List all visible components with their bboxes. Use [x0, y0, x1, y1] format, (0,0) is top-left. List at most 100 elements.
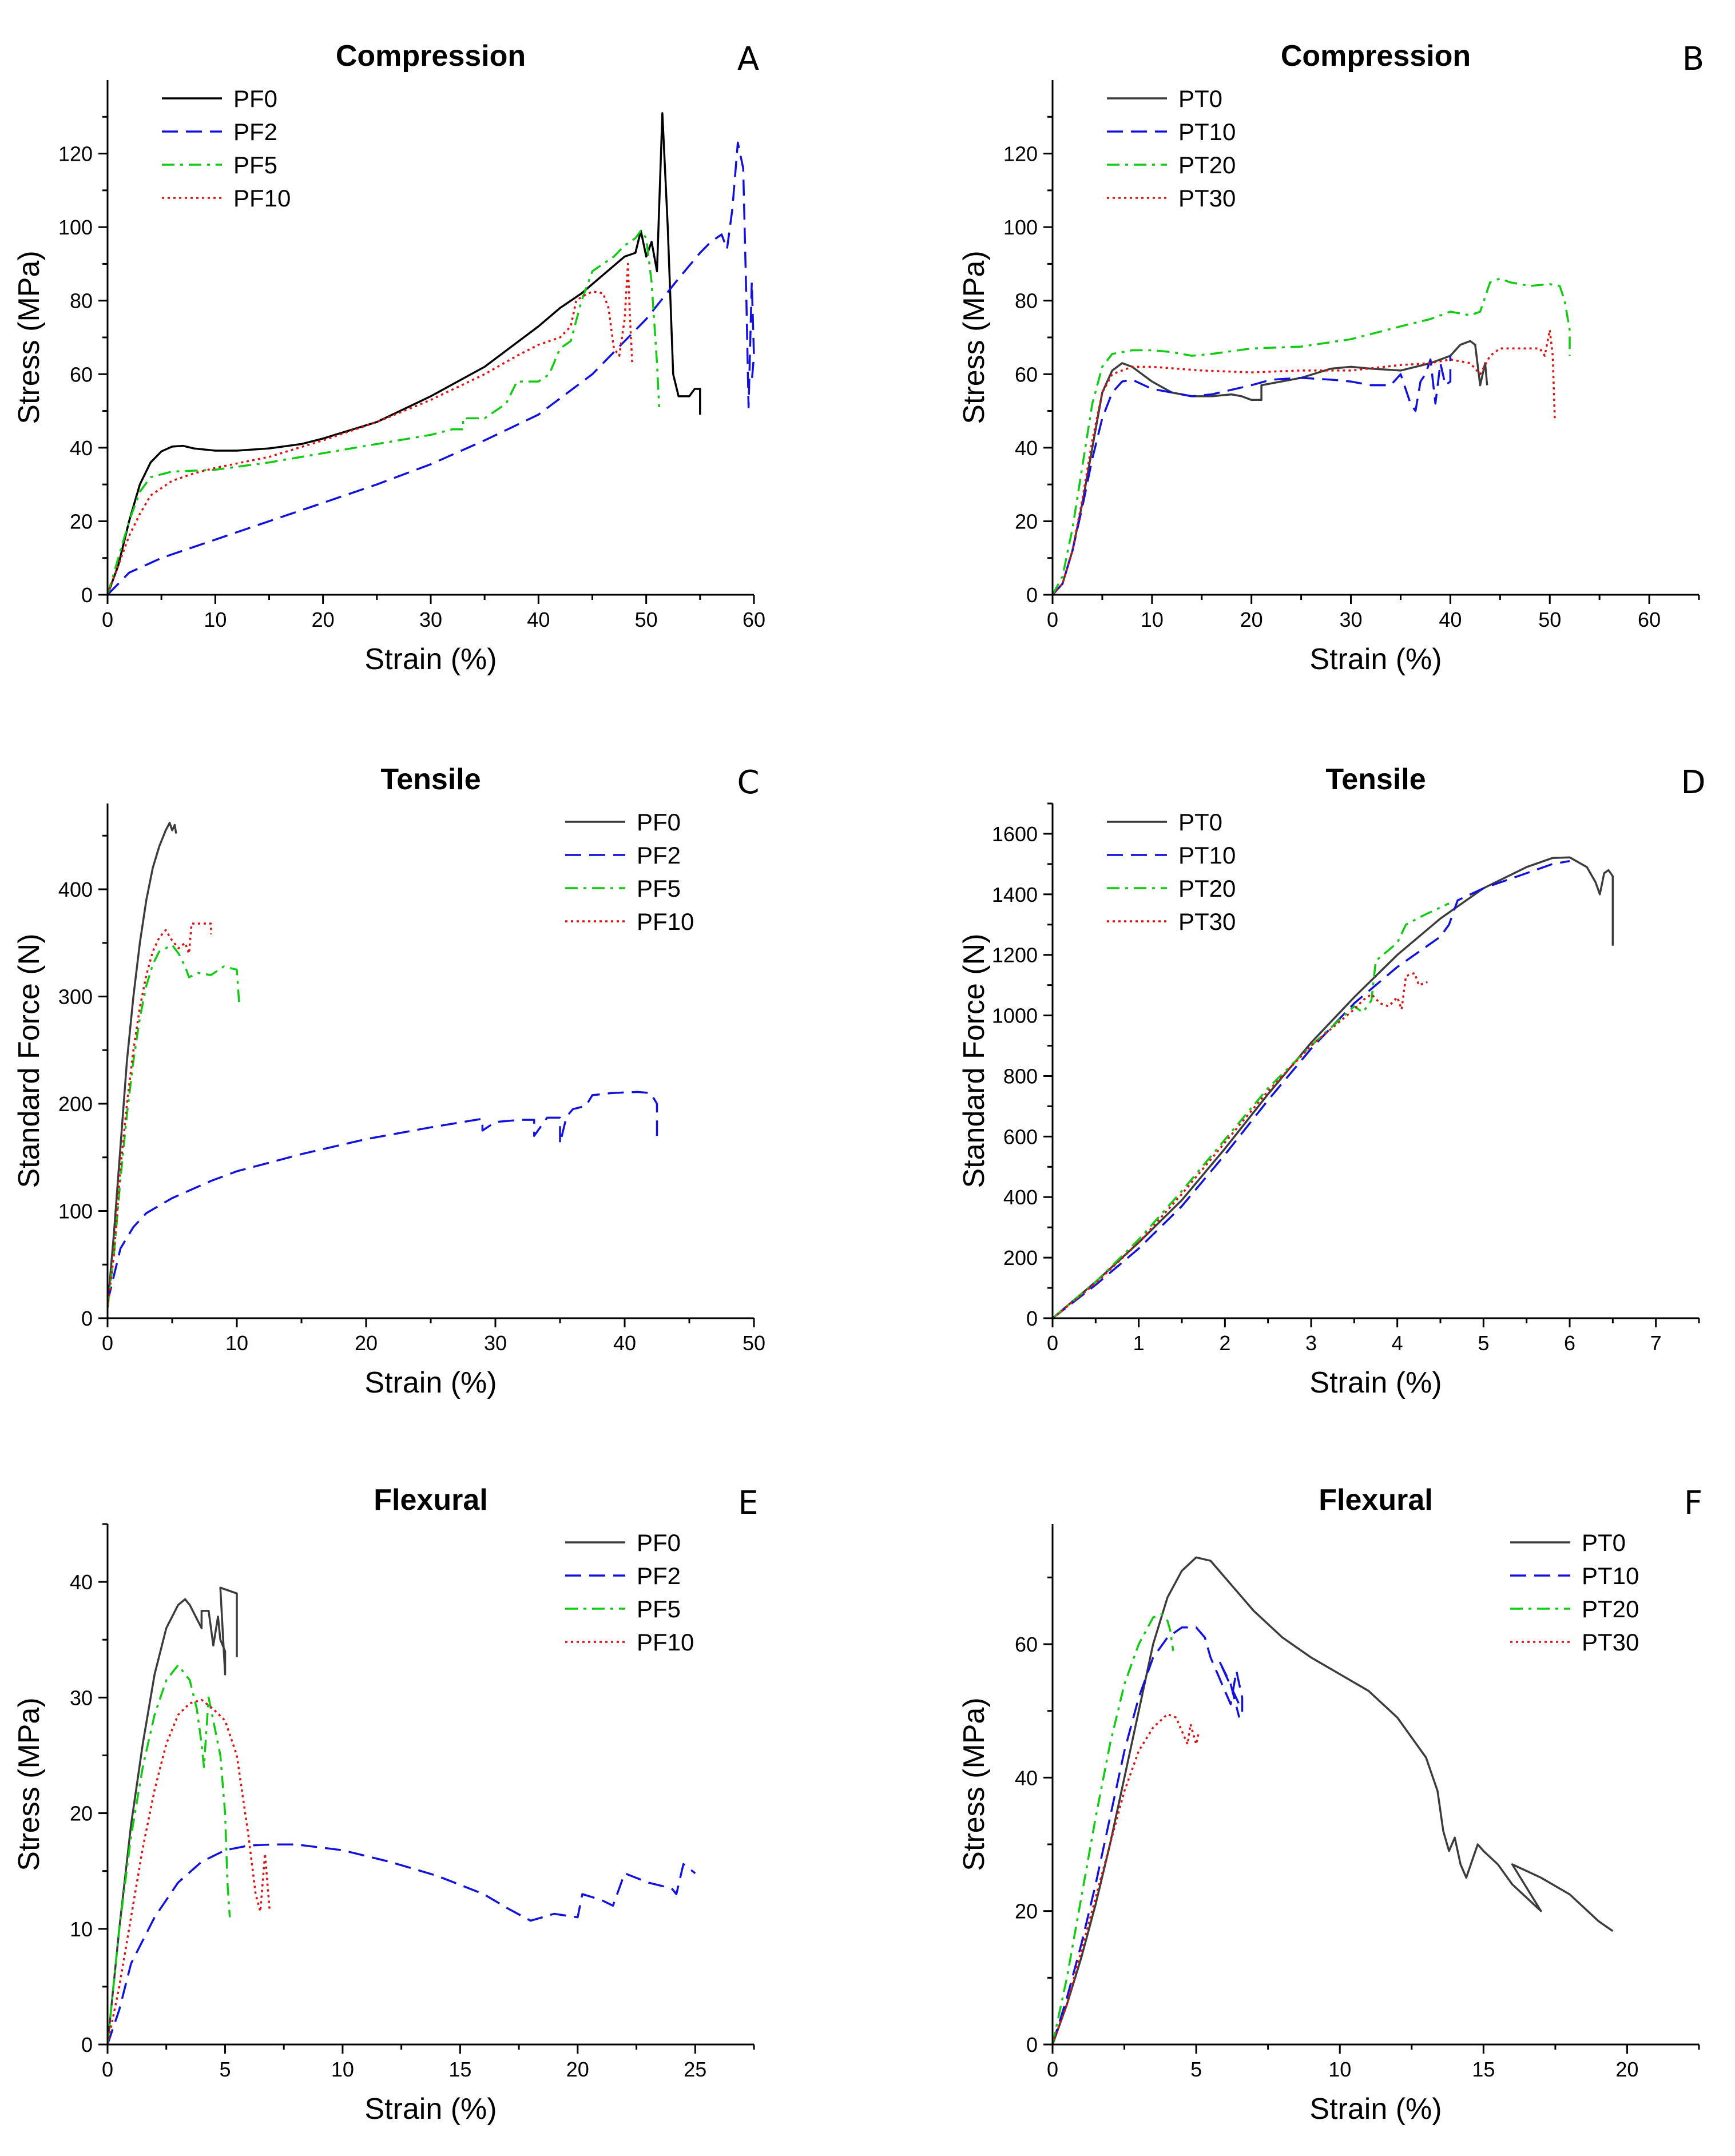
- x-axis-label: Strain (%): [1309, 1366, 1442, 1399]
- x-tick-label: 60: [1638, 608, 1661, 631]
- x-tick-label: 0: [102, 2058, 113, 2081]
- series-line-pf2: [108, 141, 755, 595]
- legend-label-pf2: PF2: [637, 1562, 681, 1589]
- legend-label-pf10: PF10: [637, 1629, 694, 1656]
- series-line-pf5: [108, 1664, 231, 2044]
- panel-b: 0 10 20 30 40 50 60 0 20 40 60 80 100 120 Strain (%) St…: [958, 39, 1704, 676]
- legend-label-pf2: PF2: [637, 842, 681, 869]
- legend-label-pf5: PF5: [637, 1596, 681, 1622]
- series-line-pf5: [108, 229, 661, 595]
- legend-label-pt30: PT30: [1178, 908, 1236, 935]
- panel-e: 0 5 10 15 20 25 0 10 20 30 40 Strain (%) Stress (MPa…: [13, 1483, 759, 2126]
- legend: PT0 PT10 PT20 PT30: [1107, 85, 1236, 212]
- x-tick-label: 50: [635, 608, 658, 631]
- y-tick-label: 600: [1003, 1125, 1038, 1148]
- y-tick-label: 0: [1026, 2033, 1038, 2056]
- panel-letter: C: [737, 764, 759, 801]
- legend-label-pf2: PF2: [233, 118, 277, 145]
- legend: PF0 PF2 PF5 PF10: [565, 1529, 694, 1656]
- panel-letter: D: [1681, 764, 1705, 801]
- x-tick-label: 20: [1240, 608, 1263, 631]
- legend-label-pt10: PT10: [1178, 842, 1236, 869]
- series-line-pt10: [1053, 356, 1452, 595]
- x-tick-label: 40: [527, 608, 550, 631]
- legend-label-pt10: PT10: [1178, 118, 1236, 145]
- y-tick-label: 40: [70, 1570, 93, 1594]
- panel-f: 0 5 10 15 20 0 20 40 60 Strain (%) Stress (MPa) Fle…: [958, 1483, 1702, 2126]
- legend-label-pt20: PT20: [1582, 1596, 1639, 1622]
- x-tick-label: 20: [1615, 2058, 1638, 2081]
- x-tick-label: 15: [448, 2058, 471, 2081]
- legend: PF0 PF2 PF5 PF10: [565, 809, 694, 935]
- y-tick-label: 120: [1003, 142, 1038, 166]
- y-tick-label: 1200: [992, 944, 1038, 967]
- x-tick-label: 30: [419, 608, 442, 631]
- y-tick-label: 1000: [992, 1004, 1038, 1028]
- chart-title: Compression: [1281, 39, 1471, 73]
- legend-label-pt0: PT0: [1178, 809, 1222, 836]
- y-tick-label: 20: [1015, 510, 1038, 533]
- x-tick-label: 20: [312, 608, 335, 631]
- series-line-pt20: [1053, 1613, 1174, 2044]
- y-tick-label: 0: [81, 583, 93, 607]
- y-axis-label: Standard Force (N): [958, 933, 991, 1188]
- x-tick-label: 1: [1133, 1331, 1145, 1355]
- chart-title: Tensile: [1325, 763, 1426, 796]
- x-tick-label: 50: [1538, 608, 1561, 631]
- x-tick-label: 60: [743, 608, 765, 631]
- legend-label-pt0: PT0: [1582, 1529, 1626, 1556]
- series-line-pf5: [108, 944, 241, 1308]
- y-tick-label: 100: [58, 1200, 93, 1223]
- legend-label-pt30: PT30: [1178, 185, 1236, 212]
- series-line-pt10: [1053, 1626, 1244, 2044]
- y-tick-label: 60: [1015, 1633, 1038, 1656]
- panel-c: 0 10 20 30 40 50 0 100 200 300 400 Strain (%) Standa…: [13, 763, 765, 1399]
- y-tick-label: 40: [1015, 1766, 1038, 1789]
- x-axis-label: Strain (%): [364, 2093, 497, 2126]
- x-tick-label: 3: [1305, 1331, 1317, 1355]
- series-line-pf0: [108, 1586, 238, 2044]
- x-tick-label: 10: [225, 1331, 248, 1355]
- chart-title: Compression: [336, 39, 526, 73]
- x-tick-label: 15: [1472, 2058, 1495, 2081]
- x-tick-label: 30: [1340, 608, 1363, 631]
- x-tick-label: 50: [743, 1331, 765, 1355]
- legend-label-pf0: PF0: [637, 1529, 681, 1556]
- legend: PT0 PT10 PT20 PT30: [1107, 809, 1236, 935]
- legend-label-pt30: PT30: [1582, 1629, 1639, 1656]
- x-tick-label: 20: [355, 1331, 378, 1355]
- series-line-pt30: [1053, 972, 1428, 1318]
- x-tick-label: 0: [102, 1331, 113, 1355]
- x-axis-label: Strain (%): [364, 1366, 497, 1399]
- y-tick-label: 100: [58, 216, 93, 239]
- x-tick-label: 0: [1047, 1331, 1058, 1355]
- y-tick-label: 120: [58, 142, 93, 166]
- y-tick-label: 40: [70, 436, 93, 460]
- series-line-pt30: [1053, 329, 1556, 595]
- y-tick-label: 400: [58, 878, 93, 901]
- legend-label-pf10: PF10: [233, 185, 291, 212]
- legend-label-pf5: PF5: [233, 152, 277, 178]
- legend: PF0 PF2 PF5 PF10: [162, 85, 291, 212]
- legend: PT0 PT10 PT20 PT30: [1510, 1529, 1639, 1656]
- series-line-pf0: [108, 822, 177, 1308]
- legend-label-pf5: PF5: [637, 875, 681, 902]
- panel-d: 0 1 2 3 4 5 6 7 0 200 400 600 800 1000 1200 1400 1600 Str…: [958, 763, 1706, 1399]
- x-tick-label: 10: [204, 608, 227, 631]
- series-line-pt10: [1053, 860, 1570, 1318]
- y-tick-label: 80: [1015, 289, 1038, 313]
- y-tick-label: 0: [1026, 583, 1038, 607]
- x-tick-label: 0: [1047, 608, 1058, 631]
- panel-letter: E: [738, 1485, 758, 1522]
- chart-title: Flexural: [374, 1483, 487, 1517]
- y-tick-label: 1400: [992, 883, 1038, 906]
- legend-label-pt0: PT0: [1178, 85, 1222, 112]
- x-tick-label: 10: [1141, 608, 1164, 631]
- y-axis-label: Stress (MPa): [13, 250, 46, 424]
- y-tick-label: 800: [1003, 1064, 1038, 1088]
- y-tick-label: 200: [58, 1092, 93, 1116]
- panel-a: 0 10 20 30 40 50 60 0 20 40 60 80 100 120 Strain (%) St…: [13, 39, 765, 676]
- y-tick-label: 400: [1003, 1186, 1038, 1209]
- y-tick-label: 80: [70, 289, 93, 313]
